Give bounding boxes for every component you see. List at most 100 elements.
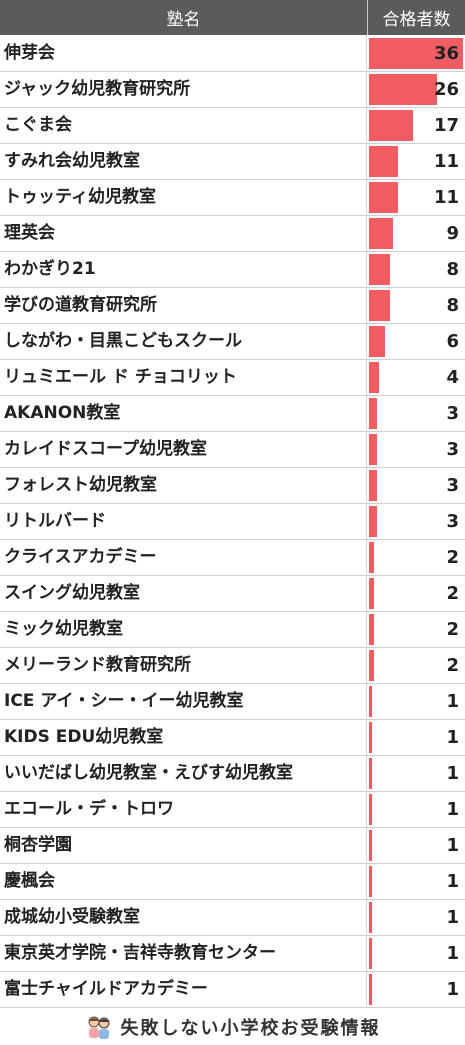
column-divider xyxy=(366,324,367,360)
school-name: リトルバード xyxy=(4,511,106,531)
count-bar xyxy=(369,614,374,645)
table-row: 富士チャイルドアカデミー 1 xyxy=(0,972,465,1008)
table-row: クライスアカデミー 2 xyxy=(0,540,465,576)
table-row: 理英会 9 xyxy=(0,216,465,252)
column-divider xyxy=(366,756,367,792)
column-divider xyxy=(366,576,367,612)
school-name: クライスアカデミー xyxy=(4,547,157,567)
school-name: いいだばし幼児教室・えびす幼児教室 xyxy=(4,763,293,783)
count-bar xyxy=(369,686,372,717)
column-divider xyxy=(366,72,367,108)
column-header-school: 塾名 xyxy=(0,0,367,35)
table-row: リュミエール ド チョコリット 4 xyxy=(0,360,465,396)
school-name: ミック幼児教室 xyxy=(4,619,123,639)
school-name: 富士チャイルドアカデミー xyxy=(4,979,208,999)
school-name: 東京英才学院・吉祥寺教育センター xyxy=(4,943,276,963)
count-bar xyxy=(369,794,372,825)
school-name: メリーランド教育研究所 xyxy=(4,655,191,675)
column-header-count: 合格者数 xyxy=(367,0,465,35)
count-value: 8 xyxy=(446,295,459,316)
count-bar xyxy=(369,290,390,321)
table-row: 伸芽会 36 xyxy=(0,36,465,72)
table-row: カレイドスコープ幼児教室 3 xyxy=(0,432,465,468)
school-name: AKANON教室 xyxy=(4,403,121,423)
table-row: AKANON教室 3 xyxy=(0,396,465,432)
count-bar xyxy=(369,326,385,357)
count-value: 26 xyxy=(433,79,459,100)
column-divider xyxy=(366,720,367,756)
count-bar xyxy=(369,434,377,465)
school-name: 成城幼小受験教室 xyxy=(4,907,140,927)
table-row: フォレスト幼児教室 3 xyxy=(0,468,465,504)
count-bar xyxy=(369,578,374,609)
table-row: 東京英才学院・吉祥寺教育センター 1 xyxy=(0,936,465,972)
children-icon xyxy=(88,1016,109,1039)
count-value: 1 xyxy=(446,763,459,784)
count-value: 9 xyxy=(446,223,459,244)
school-name: しながわ・目黒こどもスクール xyxy=(4,331,242,351)
column-divider xyxy=(366,864,367,900)
count-value: 1 xyxy=(446,871,459,892)
column-divider xyxy=(366,612,367,648)
school-name: 伸芽会 xyxy=(4,43,55,63)
count-bar xyxy=(369,38,463,69)
count-bar xyxy=(369,866,372,897)
school-name: KIDS EDU幼児教室 xyxy=(4,727,164,747)
school-name: エコール・デ・トロワ xyxy=(4,799,174,819)
count-value: 2 xyxy=(446,583,459,604)
school-name: フォレスト幼児教室 xyxy=(4,475,157,495)
table-row: リトルバード 3 xyxy=(0,504,465,540)
count-value: 3 xyxy=(446,475,459,496)
count-value: 1 xyxy=(446,943,459,964)
table-row: わかぎり21 8 xyxy=(0,252,465,288)
count-bar xyxy=(369,74,437,105)
table-row: 慶楓会 1 xyxy=(0,864,465,900)
count-value: 11 xyxy=(433,187,459,208)
count-value: 8 xyxy=(446,259,459,280)
column-divider xyxy=(366,108,367,144)
count-value: 3 xyxy=(446,511,459,532)
count-bar xyxy=(369,650,374,681)
school-name: すみれ会幼児教室 xyxy=(4,151,140,171)
column-divider xyxy=(366,432,367,468)
table-row: ミック幼児教室 2 xyxy=(0,612,465,648)
table-row: 学びの道教育研究所 8 xyxy=(0,288,465,324)
count-value: 1 xyxy=(446,979,459,1000)
count-bar xyxy=(369,830,372,861)
column-divider xyxy=(366,900,367,936)
column-divider xyxy=(366,252,367,288)
column-divider xyxy=(366,36,367,72)
column-divider xyxy=(366,972,367,1008)
table-row: トゥッティ幼児教室 11 xyxy=(0,180,465,216)
count-value: 3 xyxy=(446,403,459,424)
brand-text: 失敗しない小学校お受験情報 xyxy=(120,1017,381,1039)
count-value: 1 xyxy=(446,799,459,820)
school-name: ICE アイ・シー・イー幼児教室 xyxy=(4,691,244,711)
column-divider xyxy=(366,684,367,720)
count-bar xyxy=(369,974,372,1005)
column-divider xyxy=(366,288,367,324)
school-name: カレイドスコープ幼児教室 xyxy=(4,439,207,459)
column-divider xyxy=(366,828,367,864)
school-name: リュミエール ド チョコリット xyxy=(4,367,237,387)
column-divider xyxy=(366,540,367,576)
school-name: トゥッティ幼児教室 xyxy=(4,187,156,207)
school-name: 理英会 xyxy=(4,223,55,243)
count-value: 2 xyxy=(446,547,459,568)
table-row: いいだばし幼児教室・えびす幼児教室 1 xyxy=(0,756,465,792)
column-divider xyxy=(366,648,367,684)
count-bar xyxy=(369,506,377,537)
school-name: こぐま会 xyxy=(4,115,72,135)
table-row: メリーランド教育研究所 2 xyxy=(0,648,465,684)
table-row: こぐま会 17 xyxy=(0,108,465,144)
school-name: わかぎり21 xyxy=(4,259,96,279)
count-bar xyxy=(369,110,413,141)
count-value: 2 xyxy=(446,655,459,676)
table-row: 成城幼小受験教室 1 xyxy=(0,900,465,936)
column-divider xyxy=(366,216,367,252)
count-value: 1 xyxy=(446,835,459,856)
count-bar xyxy=(369,398,377,429)
count-bar xyxy=(369,146,398,177)
column-divider xyxy=(366,936,367,972)
